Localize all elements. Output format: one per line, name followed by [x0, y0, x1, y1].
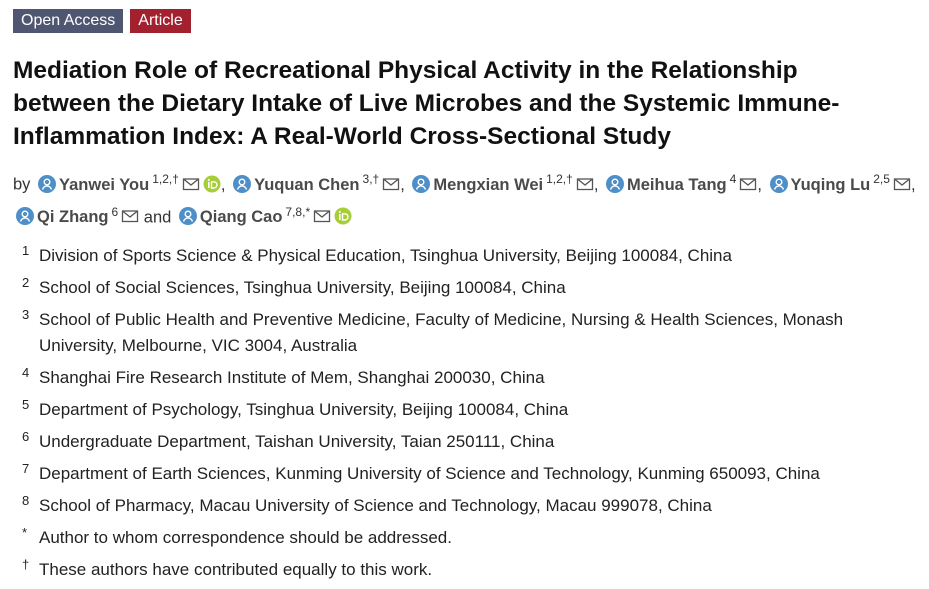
- author: Qi Zhang 6: [13, 204, 139, 226]
- affiliation: 1 Division of Sports Science & Physical E…: [22, 243, 901, 269]
- author-list: by Yanwei You 1,2,†, Yuquan Chen 3,†, Meng…: [13, 166, 918, 231]
- person-icon: [606, 174, 624, 193]
- affiliation-text: Division of Sports Science & Physical Ed…: [39, 246, 732, 265]
- email-icon[interactable]: [313, 207, 331, 225]
- author-name[interactable]: Mengxian Wei: [433, 175, 544, 194]
- affiliation: 3 School of Public Health and Preventive …: [22, 307, 901, 359]
- affiliation: 4 Shanghai Fire Research Institute of Mem…: [22, 365, 901, 391]
- affiliation: † These authors have contributed equally …: [22, 557, 901, 583]
- affiliation-ref: 6: [111, 204, 119, 219]
- affiliation-ref: 7,8,*: [285, 204, 311, 219]
- affiliation-marker: 8: [22, 493, 30, 508]
- badge: Open Access: [13, 9, 124, 33]
- separator: ,: [220, 175, 226, 194]
- affiliation-marker: 1: [22, 243, 30, 258]
- affiliation: 5 Department of Psychology, Tsinghua Univ…: [22, 397, 901, 423]
- affiliation-text: These authors have contributed equally t…: [39, 560, 433, 579]
- person-icon: [769, 174, 788, 193]
- badges: Open Access Article: [13, 9, 191, 33]
- author-name[interactable]: Qi Zhang: [37, 208, 109, 226]
- person-icon: [38, 174, 57, 193]
- author: Yuquan Chen 3,†,: [230, 172, 405, 194]
- author: Yuqing Lu 2,5,: [767, 172, 916, 194]
- affiliation-marker: 6: [22, 429, 30, 444]
- person-icon: [412, 174, 431, 193]
- email-icon[interactable]: [182, 175, 200, 193]
- affiliation-ref: 2,5: [873, 172, 890, 186]
- affiliation-marker: 2: [22, 275, 30, 290]
- affiliation: 7 Department of Earth Sciences, Kunming U…: [22, 461, 901, 487]
- affiliation-ref: 1,2,†: [546, 172, 573, 186]
- affiliation-marker: 3: [22, 307, 30, 322]
- affiliation-marker: *: [22, 525, 28, 540]
- affiliation-text: School of Social Sciences, Tsinghua Univ…: [39, 278, 566, 297]
- email-icon[interactable]: [382, 175, 400, 193]
- email-icon[interactable]: [576, 175, 594, 193]
- affiliation-text: Shanghai Fire Research Institute of Mem,…: [39, 368, 545, 387]
- orcid-icon[interactable]: [334, 207, 352, 225]
- article-title: Mediation Role of Recreational Physical …: [13, 54, 839, 153]
- author: Qiang Cao 7,8,*: [176, 204, 352, 226]
- affiliation: 6 Undergraduate Department, Taishan Unive…: [22, 429, 901, 455]
- affiliation-marker: 5: [22, 397, 30, 412]
- affiliation-text: Department of Earth Sciences, Kunming Un…: [39, 464, 820, 483]
- affiliation: 2 School of Social Sciences, Tsinghua Uni…: [22, 275, 901, 301]
- separator: ,: [910, 175, 916, 194]
- title-line: between the Dietary Intake of Live Micro…: [13, 90, 840, 117]
- separator: ,: [757, 175, 762, 194]
- author-name[interactable]: Qiang Cao: [199, 208, 283, 226]
- author-name[interactable]: Yuqing Lu: [790, 175, 871, 194]
- author: Mengxian Wei 1,2,†,: [409, 172, 599, 194]
- byline-prefix: by: [13, 175, 31, 194]
- affiliation: * Author to whom correspondence should be…: [22, 525, 901, 551]
- person-icon: [16, 207, 34, 225]
- affiliation-text: School of Public Health and Preventive M…: [39, 310, 844, 355]
- affiliation-text: Department of Psychology, Tsinghua Unive…: [39, 400, 569, 419]
- affiliation-marker: †: [22, 557, 30, 572]
- affiliation-marker: 4: [22, 365, 30, 380]
- affiliation-text: Author to whom correspondence should be …: [39, 528, 452, 547]
- email-icon[interactable]: [739, 175, 757, 193]
- conjunction: and: [143, 208, 172, 226]
- person-icon: [178, 207, 197, 225]
- badge: Article: [130, 9, 191, 33]
- affiliation-text: Undergraduate Department, Taishan Univer…: [39, 432, 555, 451]
- person-icon: [233, 174, 252, 193]
- affiliation-list: 1 Division of Sports Science & Physical E…: [22, 243, 901, 589]
- email-icon[interactable]: [121, 207, 139, 225]
- author: Meihua Tang 4,: [603, 172, 762, 194]
- orcid-icon[interactable]: [203, 175, 221, 193]
- author-name[interactable]: Yanwei You: [59, 175, 150, 194]
- affiliation: 8 School of Pharmacy, Macau University of…: [22, 493, 901, 519]
- affiliation-ref: 3,†: [362, 172, 380, 186]
- separator: ,: [593, 175, 599, 194]
- title-line: Mediation Role of Recreational Physical …: [13, 57, 798, 84]
- affiliation-text: School of Pharmacy, Macau University of …: [39, 496, 712, 515]
- author: Yanwei You 1,2,†,: [35, 172, 226, 194]
- affiliation-ref: 4: [729, 172, 737, 186]
- affiliation-marker: 7: [22, 461, 30, 476]
- author-name[interactable]: Meihua Tang: [627, 175, 727, 194]
- separator: ,: [400, 175, 405, 194]
- title-line: Inflammation Index: A Real-World Cross-S…: [13, 123, 671, 150]
- email-icon[interactable]: [893, 175, 911, 193]
- author-name[interactable]: Yuquan Chen: [254, 175, 360, 194]
- affiliation-ref: 1,2,†: [152, 172, 179, 186]
